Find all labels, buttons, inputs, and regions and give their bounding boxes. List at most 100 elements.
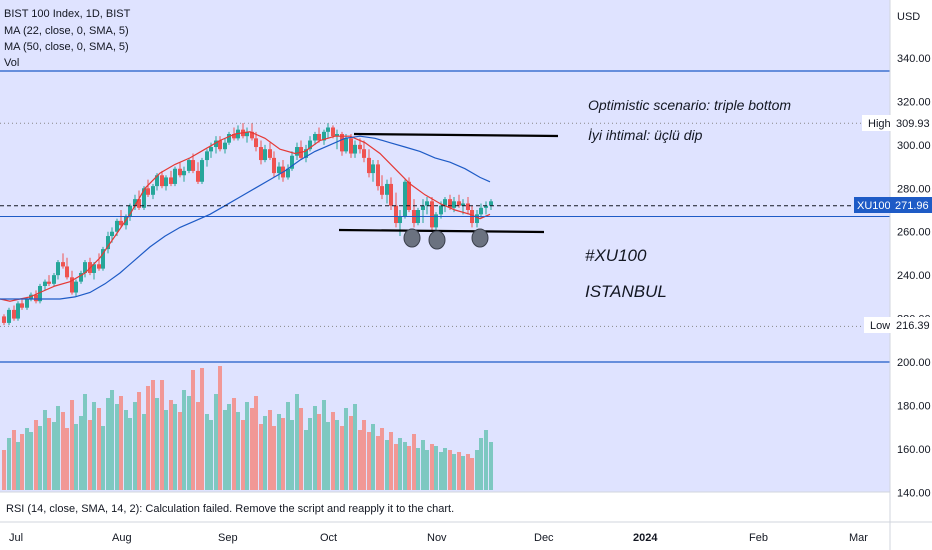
high-tag: High 309.93: [862, 115, 932, 131]
candle-body: [394, 205, 398, 224]
volume-bar: [29, 432, 33, 490]
volume-bar: [169, 400, 173, 490]
volume-bar: [92, 402, 96, 490]
low-value: 216.39: [896, 320, 930, 332]
x-tick-label: Mar: [849, 532, 868, 544]
volume-bar: [110, 390, 114, 490]
candle-body: [479, 207, 483, 215]
volume-bar: [362, 420, 366, 490]
volume-bar: [34, 420, 38, 490]
volume-bar: [290, 420, 294, 490]
volume-bar: [412, 434, 416, 490]
volume-bar: [151, 380, 155, 490]
candle-body: [263, 149, 267, 161]
candle-body: [34, 294, 38, 302]
candle-body: [286, 168, 290, 178]
volume-bar: [79, 416, 83, 490]
candle-body: [227, 134, 231, 143]
volume-bar: [484, 430, 488, 490]
time-axis[interactable]: [0, 522, 932, 550]
candle-body: [38, 286, 42, 302]
symbol-label: XU100: [857, 200, 891, 212]
volume-bar: [2, 450, 6, 490]
volume-bar: [322, 400, 326, 490]
symbol-tag: XU100 271.96: [854, 197, 932, 213]
x-tick-labels: Jul Aug Sep Oct Nov Dec 2024 Feb Mar: [9, 532, 868, 544]
low-label: Low: [870, 320, 890, 332]
volume-bar: [425, 450, 429, 490]
candle-body: [331, 127, 335, 137]
volume-bar: [398, 438, 402, 490]
volume-bar: [187, 396, 191, 490]
volume-bar: [164, 410, 168, 490]
candle-body: [56, 262, 60, 276]
volume-bar: [479, 438, 483, 490]
volume-bar: [371, 424, 375, 490]
candle-body: [380, 186, 384, 195]
candle-body: [200, 160, 204, 182]
candle-body: [353, 144, 357, 154]
volume-bar: [173, 404, 177, 490]
volume-bar: [466, 454, 470, 490]
support-trendline[interactable]: [338, 228, 545, 234]
volume-bar: [344, 408, 348, 490]
volume-bar: [83, 394, 87, 490]
candle-body: [232, 134, 236, 139]
volume-bar: [25, 428, 29, 490]
volume-bar: [443, 448, 447, 490]
volume-bar: [430, 444, 434, 490]
volume-bar: [214, 394, 218, 490]
candle-body: [209, 147, 213, 152]
candle-body: [290, 155, 294, 169]
candle-body: [65, 266, 69, 278]
candle-body: [335, 134, 339, 137]
volume-bar: [421, 440, 425, 490]
volume-bar: [142, 414, 146, 490]
candle-body: [115, 220, 119, 232]
volume-bar: [236, 412, 240, 490]
volume-bar: [124, 410, 128, 490]
volume-bar: [313, 406, 317, 490]
candle-body: [425, 201, 429, 206]
volume-bar: [353, 404, 357, 490]
volume-bar: [385, 440, 389, 490]
high-label: High: [868, 118, 891, 130]
currency-label: USD: [897, 11, 920, 23]
volume-bar: [434, 446, 438, 490]
volume-bar: [155, 398, 159, 490]
x-tick-label: 2024: [633, 532, 658, 544]
y-tick-label: 260.00: [897, 227, 931, 239]
y-tick-label: 140.00: [897, 487, 931, 499]
drawn-lines: [0, 70, 890, 363]
candle-body: [272, 157, 276, 174]
price-axis[interactable]: [890, 0, 932, 550]
candle-body: [389, 183, 393, 206]
candle-body: [178, 168, 182, 176]
resistance-trendline[interactable]: [353, 132, 559, 138]
volume-bar: [475, 450, 479, 490]
volume-bar: [119, 396, 123, 490]
volume-bar: [295, 394, 299, 490]
volume-bar: [349, 416, 353, 490]
volume-bar: [218, 366, 222, 490]
volume-bar: [259, 424, 263, 490]
annotation-hashtag: #XU100: [585, 246, 647, 265]
volume-bar: [340, 426, 344, 490]
candle-body: [173, 168, 177, 184]
candle-body: [322, 131, 326, 141]
candle-body: [182, 170, 186, 176]
candle-body: [191, 160, 195, 171]
volume-bar: [38, 426, 42, 490]
candle-body: [2, 316, 6, 323]
candle-body: [92, 264, 96, 273]
volume-bar: [205, 414, 209, 490]
candle-body: [403, 181, 407, 217]
volume-bar: [56, 406, 60, 490]
volume-bar: [88, 420, 92, 490]
candle-body: [196, 170, 200, 182]
candle-body: [61, 262, 65, 267]
volume-bar: [416, 448, 420, 490]
candle-body: [430, 201, 434, 228]
candle-body: [398, 216, 402, 224]
